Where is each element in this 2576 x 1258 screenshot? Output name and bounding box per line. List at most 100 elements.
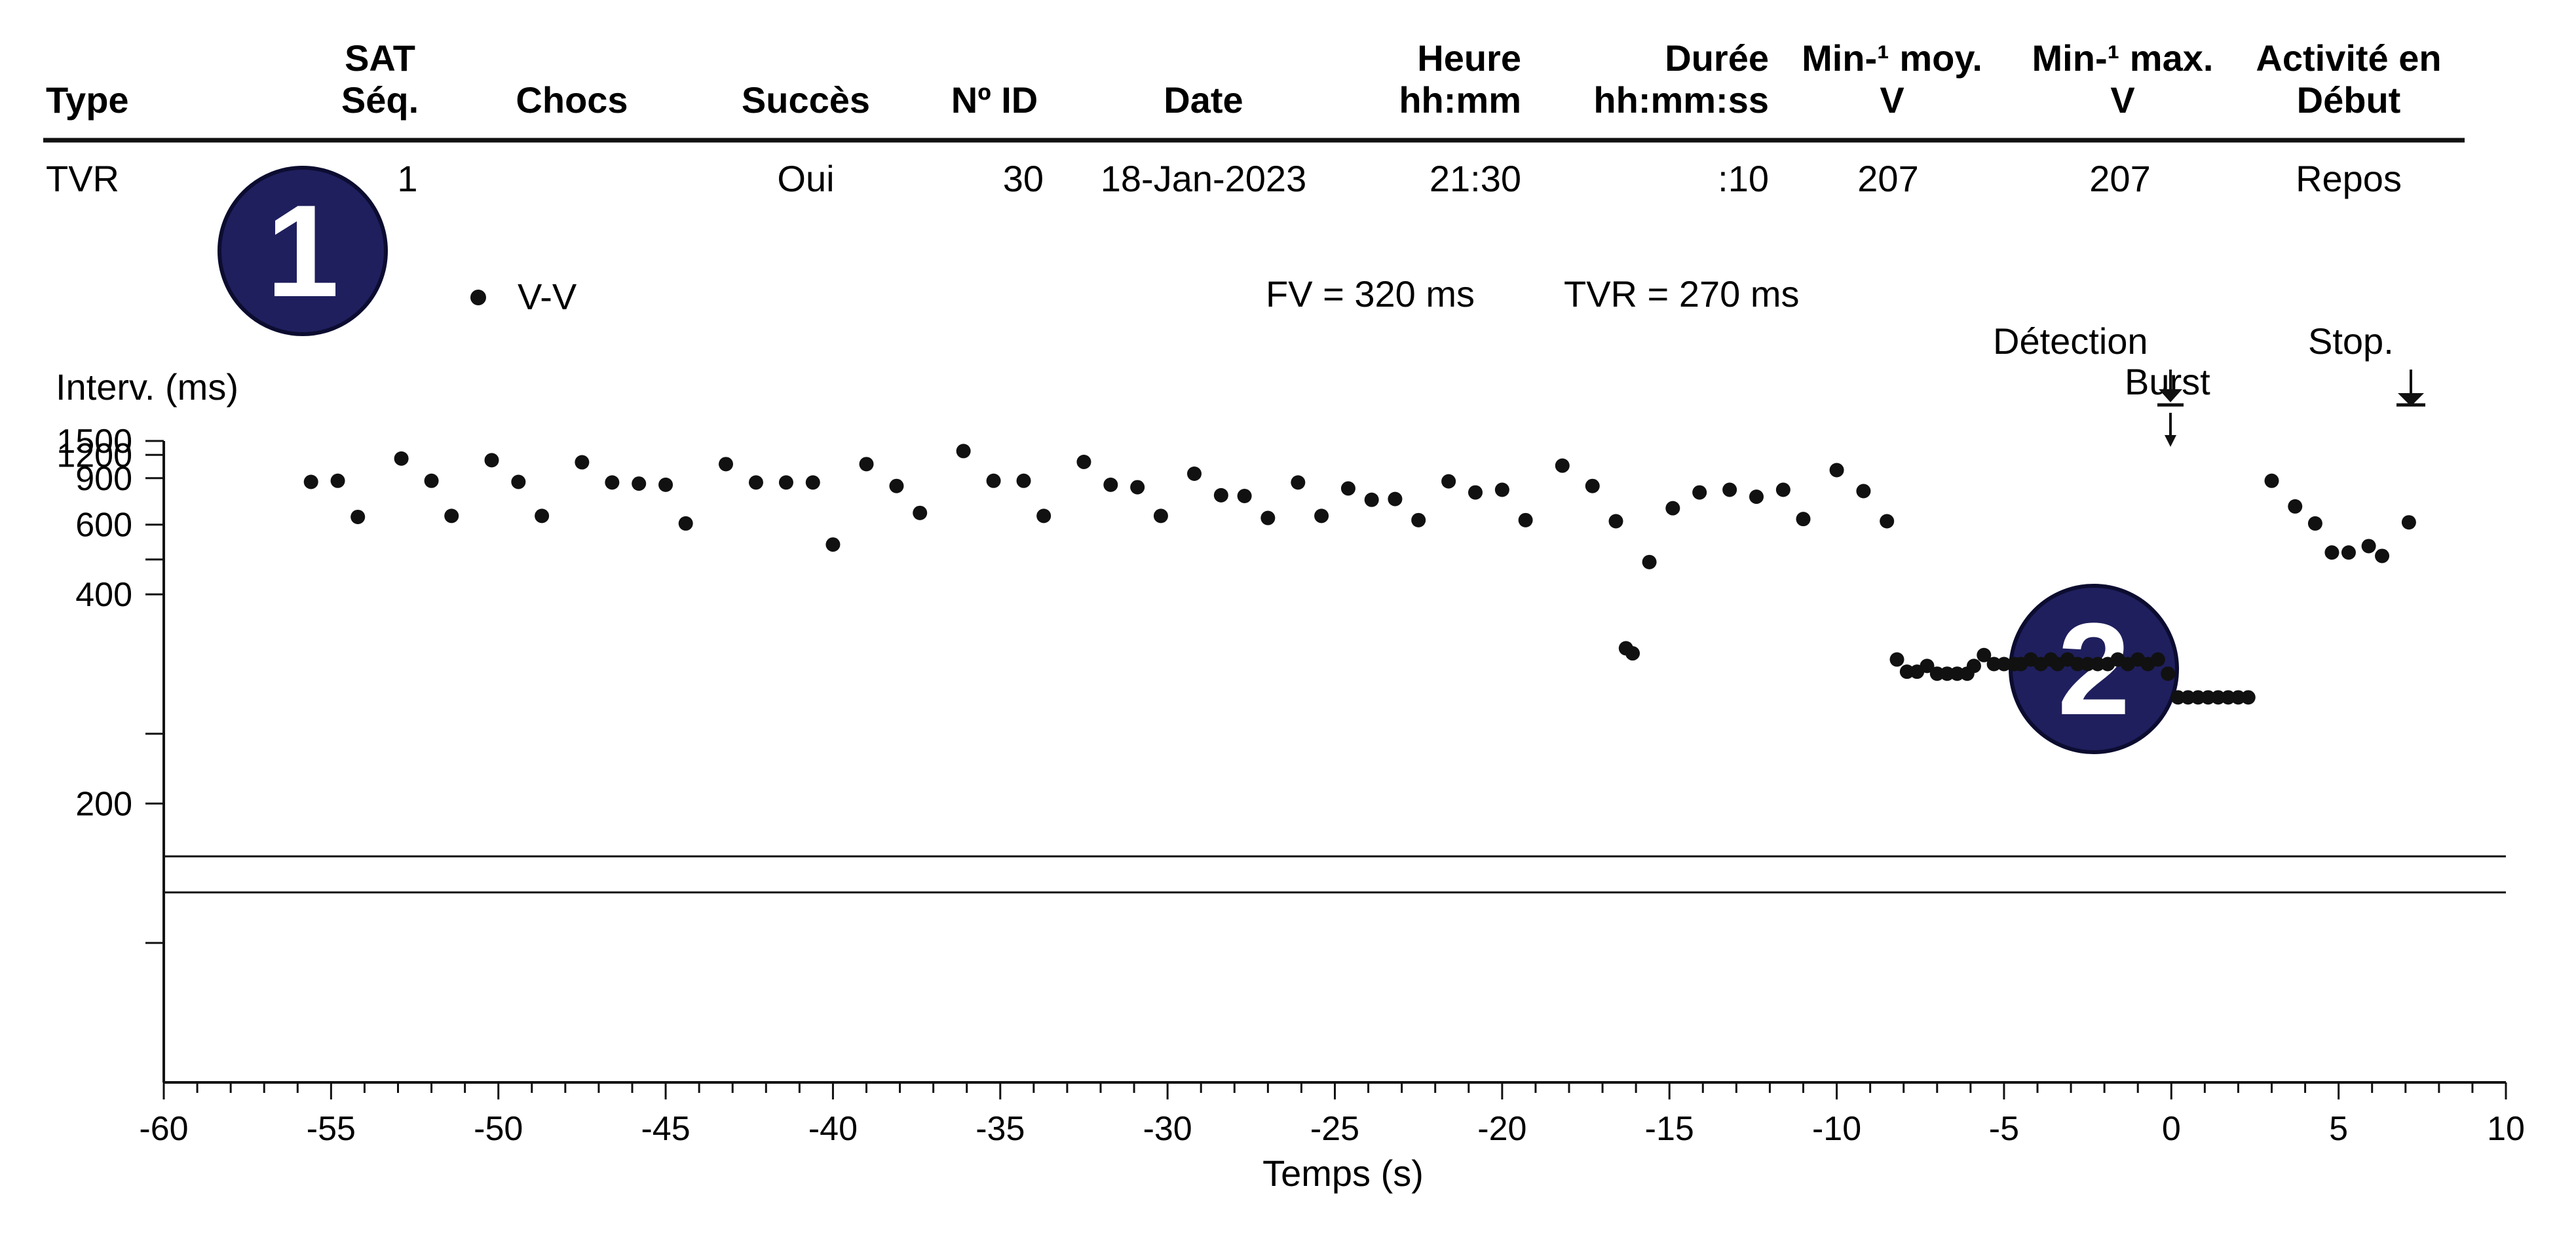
vv-interval-point — [678, 516, 693, 531]
header-line2-activite: Début — [2297, 79, 2401, 121]
vv-interval-point — [1856, 484, 1871, 499]
vv-interval-point — [1441, 474, 1456, 489]
vv-interval-point — [1986, 657, 2001, 672]
y-axis-label: Interv. (ms) — [56, 366, 238, 408]
vv-interval-point — [484, 453, 499, 468]
vv-interval-point — [2201, 690, 2216, 705]
x-tick-label: -5 — [1989, 1110, 2019, 1148]
vv-interval-point — [1518, 512, 1533, 527]
vv-interval-point — [2375, 548, 2390, 563]
vv-interval-point — [1585, 478, 1600, 493]
vv-interval-point — [1625, 646, 1640, 661]
vv-interval-point — [1966, 658, 1981, 674]
x-axis-label: Temps (s) — [1262, 1153, 1424, 1194]
vv-interval-point — [2191, 690, 2206, 705]
vv-interval-point — [805, 475, 820, 490]
vv-interval-point — [2221, 690, 2236, 705]
vv-interval-point — [778, 475, 793, 490]
vv-interval-point — [2401, 515, 2416, 530]
vv-interval-point — [1977, 647, 1992, 662]
header-line1-moy: Min-¹ moy. — [1802, 37, 1982, 79]
header-line2-moy: V — [1880, 79, 1904, 121]
header-line2-seq: Séq. — [341, 79, 419, 121]
header-line1-max: Min-¹ max. — [2032, 37, 2214, 79]
vv-interval-point — [1996, 657, 2011, 672]
vv-interval-point — [2170, 690, 2186, 705]
legend-dot — [470, 290, 486, 305]
cell-succes: Oui — [777, 158, 834, 199]
x-tick-label: -20 — [1477, 1110, 1526, 1148]
badge-1-number: 1 — [266, 178, 339, 324]
vv-interval-point — [889, 478, 904, 493]
vv-interval-point — [1036, 508, 1051, 524]
x-tick-label: 0 — [2162, 1110, 2181, 1148]
vv-interval-point — [535, 508, 550, 524]
vv-interval-point — [605, 475, 620, 490]
vv-interval-point — [2241, 690, 2256, 705]
vv-interval-point — [2264, 473, 2279, 488]
header-line2-date: Date — [1164, 79, 1243, 121]
vv-interval-point — [303, 474, 318, 489]
header-line2-duree: hh:mm:ss — [1593, 79, 1769, 121]
vv-interval-point — [1880, 514, 1895, 529]
vv-interval-point — [424, 473, 439, 488]
header-line1-activite: Activité en — [2256, 37, 2441, 79]
table-header: Type SAT Séq. Chocs Succès Nº ID Date He… — [46, 37, 2442, 121]
vv-interval-point — [2070, 657, 2085, 672]
y-tick-label: 1200 — [56, 436, 132, 474]
header-line2-max: V — [2110, 79, 2134, 121]
fv-label: FV = 320 ms — [1266, 273, 1475, 314]
vv-interval-point — [394, 451, 409, 466]
x-tick-label: -30 — [1143, 1110, 1192, 1148]
vv-interval-point — [1016, 473, 1031, 488]
vv-interval-point — [1340, 481, 1355, 496]
header-line2-type: Type — [46, 79, 129, 121]
vv-interval-point — [1775, 482, 1790, 497]
vv-interval-point — [632, 476, 647, 491]
legend-label: V-V — [518, 276, 577, 317]
y-tick-label: 200 — [75, 785, 132, 823]
cell-heure: 21:30 — [1430, 158, 1521, 199]
header-line1-heure: Heure — [1417, 37, 1521, 79]
table-row: TVR 1 Oui 30 18-Jan-2023 21:30 :10 207 2… — [46, 158, 2402, 199]
vv-interval-point — [1291, 475, 1306, 490]
header-line2-chocs: Chocs — [516, 79, 628, 121]
vv-interval-point — [1899, 664, 1914, 679]
vv-interval-point — [1468, 485, 1483, 500]
badge-1: 1 — [218, 166, 388, 336]
stop-arrow-head — [2398, 393, 2424, 406]
detection-label: Détection — [1993, 320, 2148, 362]
vv-interval-point — [511, 474, 526, 489]
x-tick-label: -35 — [975, 1110, 1025, 1148]
cell-max: 207 — [2089, 158, 2150, 199]
x-tick-label: -45 — [641, 1110, 690, 1148]
vv-interval-point — [1130, 480, 1145, 495]
vv-interval-point — [859, 457, 874, 472]
vv-interval-point — [825, 537, 841, 552]
y-tick-label: 900 — [75, 460, 132, 498]
stop-label: Stop. — [2308, 320, 2394, 362]
tvr-label: TVR = 270 ms — [1564, 273, 1799, 314]
vv-interval-point — [2090, 657, 2105, 672]
x-tick-label: -55 — [307, 1110, 356, 1148]
vv-interval-point — [1665, 501, 1680, 516]
cell-type: TVR — [46, 158, 119, 199]
x-tick-label: -40 — [808, 1110, 858, 1148]
y-tick-label: 400 — [75, 576, 132, 614]
vv-interval-point — [719, 457, 733, 472]
vv-interval-point — [1153, 508, 1168, 524]
x-tick-label: 5 — [2329, 1110, 2348, 1148]
x-tick-label: -60 — [139, 1110, 188, 1148]
vv-interval-point — [1829, 463, 1844, 478]
vv-interval-point — [2150, 652, 2165, 667]
vv-interval-point — [1555, 458, 1570, 473]
vv-interval-point — [444, 508, 459, 524]
vv-interval-point — [1494, 482, 1509, 497]
header-line1-sat: SAT — [345, 37, 415, 79]
vv-interval-point — [1950, 666, 1965, 681]
vv-interval-point — [1920, 658, 1935, 674]
vv-interval-point — [1364, 492, 1379, 507]
